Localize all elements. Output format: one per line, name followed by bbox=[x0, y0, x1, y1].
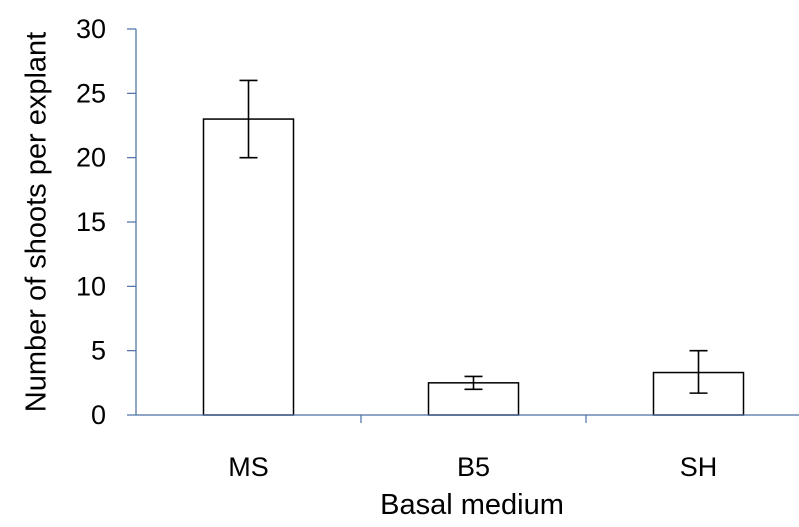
error-bar-b5 bbox=[464, 375, 483, 391]
y-axis-ticks: 0 5 10 15 20 25 30 bbox=[76, 14, 136, 430]
y-tick-label: 30 bbox=[76, 14, 106, 44]
error-bars bbox=[239, 79, 708, 394]
y-tick-label: 10 bbox=[76, 271, 106, 301]
y-tick-label: 20 bbox=[76, 143, 106, 173]
y-tick-label: 0 bbox=[91, 400, 106, 430]
x-tick-label: SH bbox=[680, 452, 718, 482]
y-tick-label: 5 bbox=[91, 336, 106, 366]
error-bar-ms bbox=[239, 79, 258, 159]
bar-ms bbox=[202, 118, 295, 416]
x-tick-label: MS bbox=[228, 452, 269, 482]
x-tick-label: B5 bbox=[457, 452, 490, 482]
y-tick-label: 15 bbox=[76, 207, 106, 237]
y-axis-title: Number of shoots per explant bbox=[21, 32, 53, 412]
error-bar-sh bbox=[689, 349, 708, 394]
bars bbox=[202, 118, 745, 416]
x-axis-ticks: MS B5 SH bbox=[228, 415, 717, 482]
y-tick-label: 25 bbox=[76, 78, 106, 108]
x-axis-title: Basal medium bbox=[380, 489, 564, 521]
